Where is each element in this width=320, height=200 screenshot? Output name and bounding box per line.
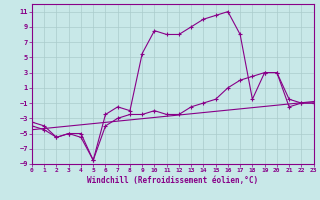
X-axis label: Windchill (Refroidissement éolien,°C): Windchill (Refroidissement éolien,°C) — [87, 176, 258, 185]
